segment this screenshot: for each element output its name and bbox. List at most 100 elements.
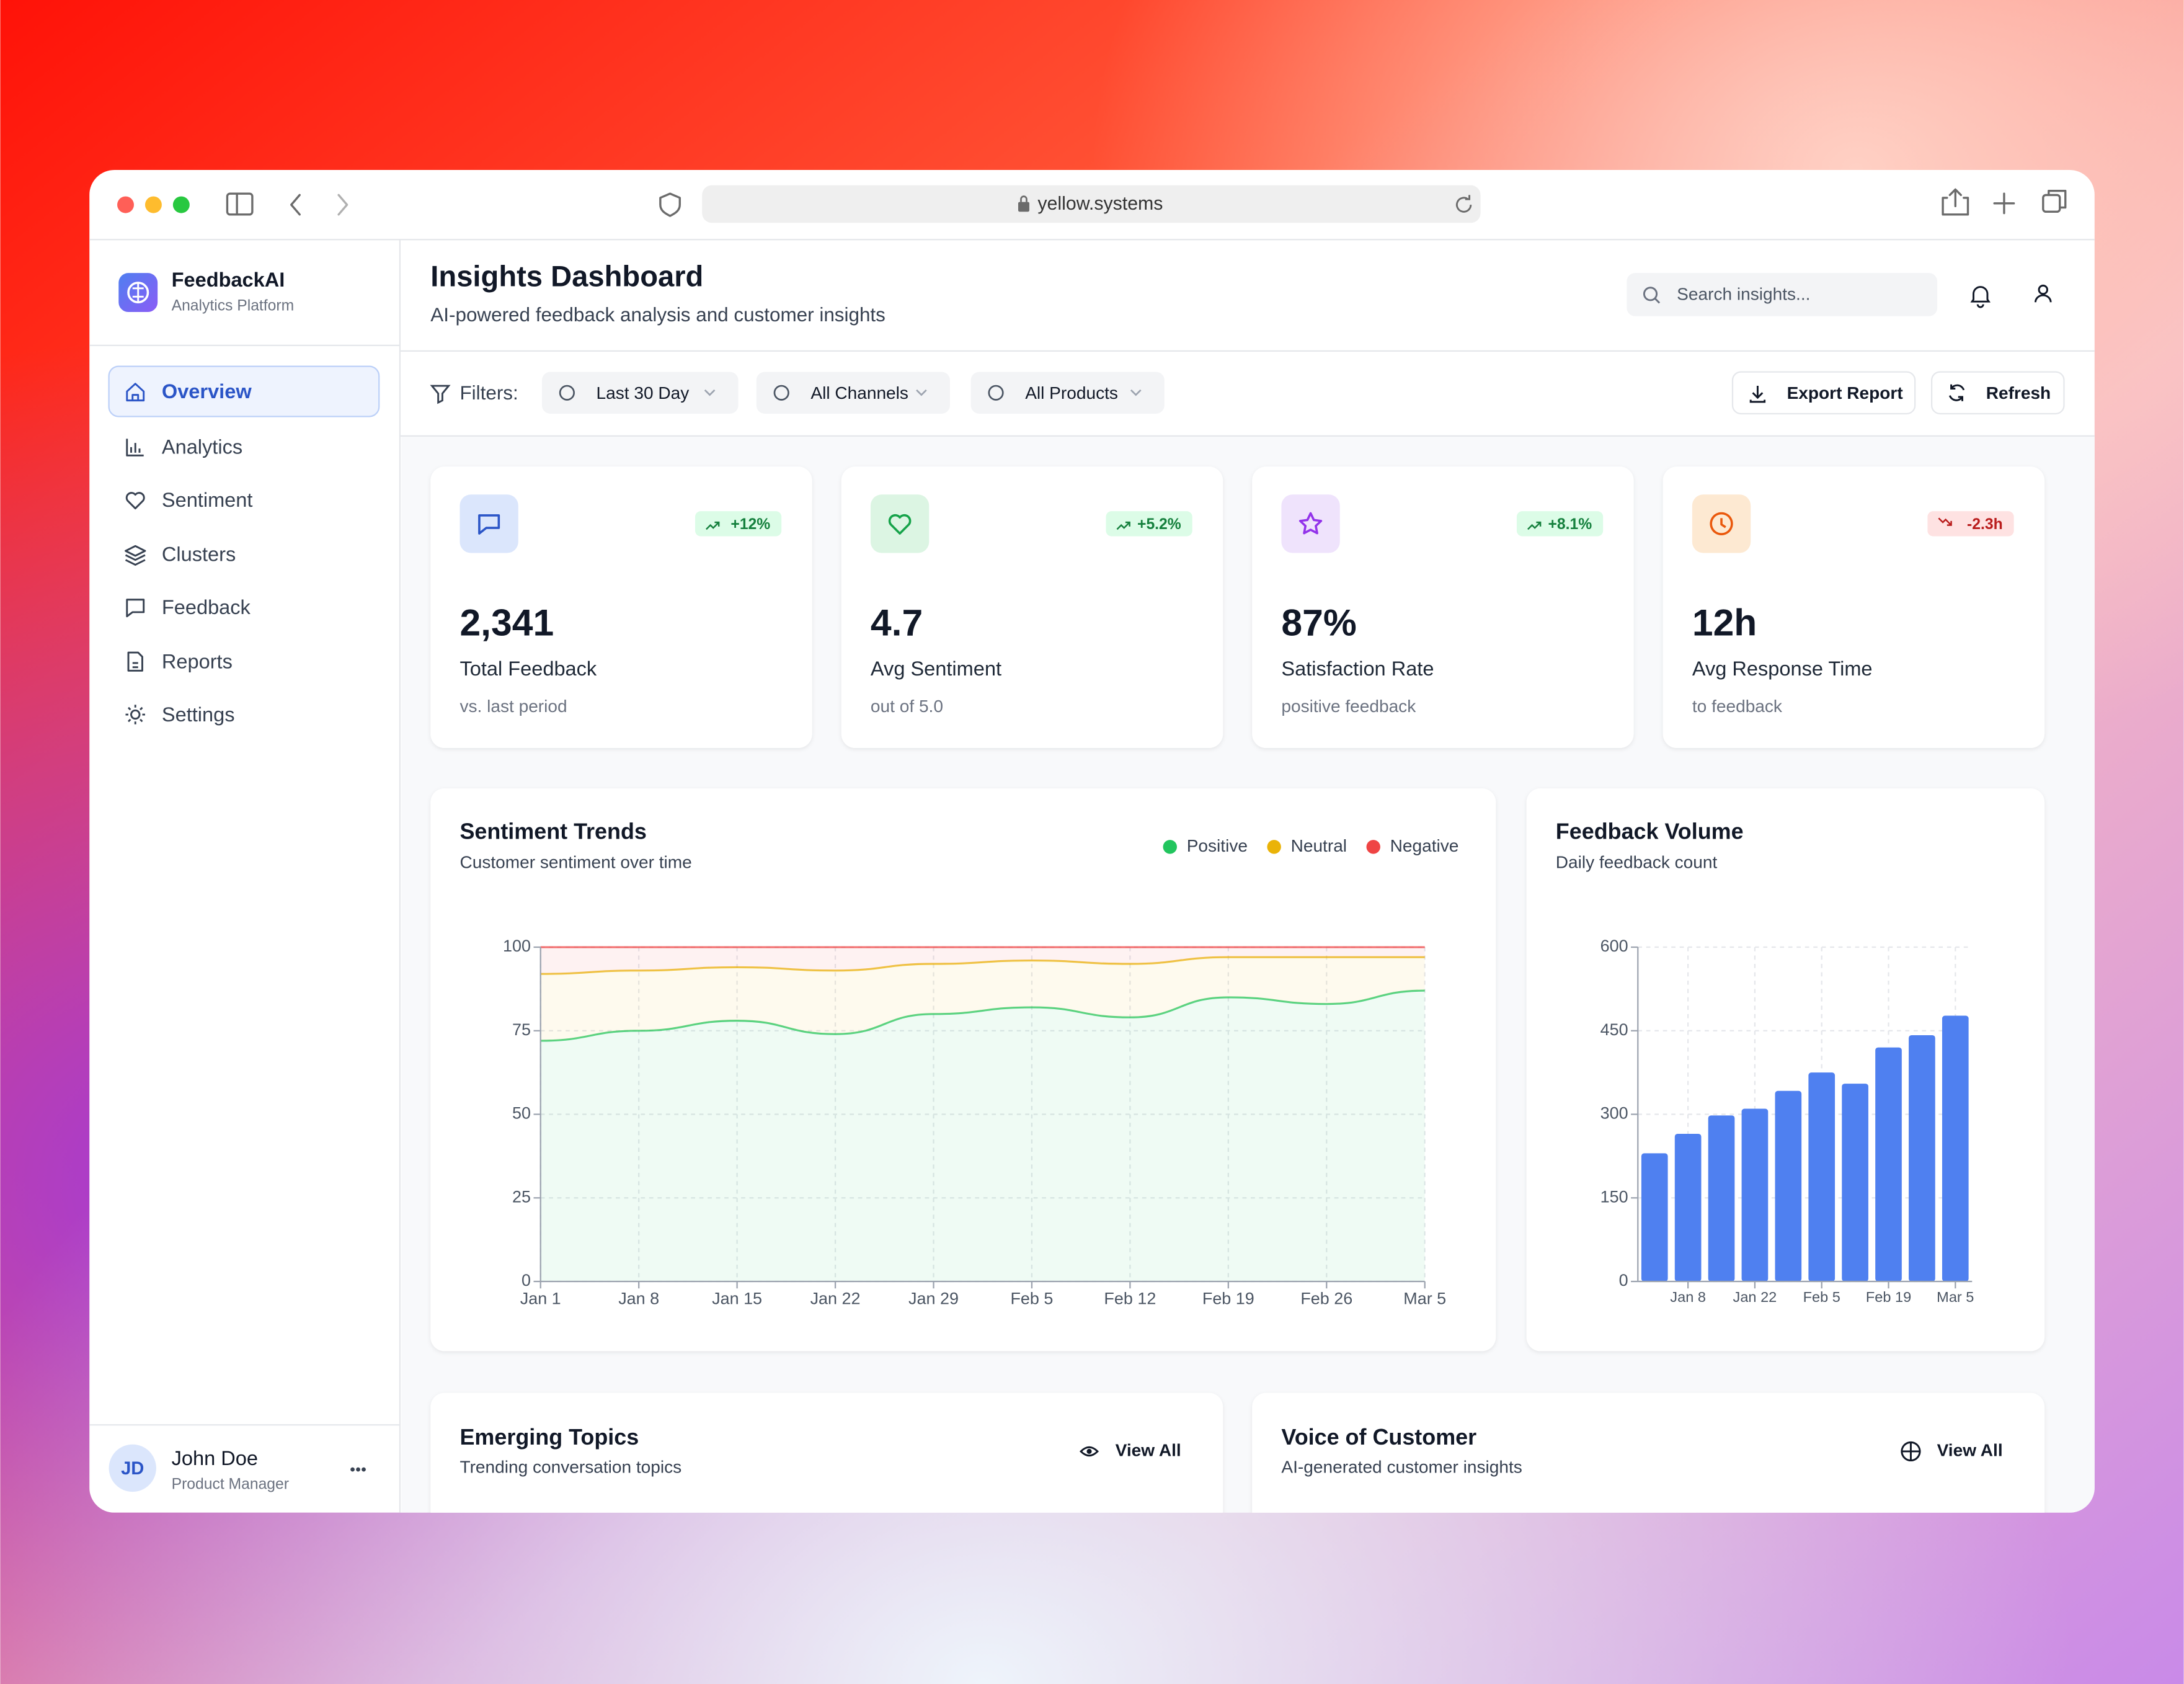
action-icon xyxy=(1079,1446,1099,1457)
stat-icon-bg xyxy=(459,494,518,553)
panel-subtitle: AI-generated customer insights xyxy=(1281,1457,1522,1476)
stat-icon-bg xyxy=(870,494,930,553)
notifications-button[interactable] xyxy=(1970,286,1991,308)
sidebar-toggle[interactable] xyxy=(226,192,254,216)
x-tick-label: Jan 8 xyxy=(618,1289,659,1308)
zoom-button[interactable] xyxy=(172,196,190,213)
line xyxy=(540,989,1425,1042)
action-label: Refresh xyxy=(1986,383,2051,403)
filters: Last 30 Day All Channels All Products Expor… xyxy=(541,371,2065,415)
stat-label: Avg Response Time xyxy=(1692,657,1873,680)
chart-subtitle: Daily feedback count xyxy=(1556,853,1718,872)
brand-name: FeedbackAI xyxy=(172,269,285,291)
bar xyxy=(1842,1084,1868,1282)
trend-arrow xyxy=(1527,521,1542,530)
change-badge xyxy=(1927,511,2014,537)
volume-chart: 0 150 300 450 600 Jan 8 Jan 22 Feb 5 Feb 19 Mar 5 xyxy=(1600,937,1974,1305)
reload-button[interactable] xyxy=(1455,195,1472,213)
nav-item[interactable]: Reports xyxy=(162,651,233,673)
action-button[interactable] xyxy=(1731,371,1916,415)
x-tick-label: Feb 5 xyxy=(1010,1289,1053,1308)
nav-item-active-bg[interactable] xyxy=(108,365,380,417)
x-tick-label: Feb 5 xyxy=(1803,1289,1840,1305)
nav-item[interactable]: Feedback xyxy=(162,596,251,618)
privacy-icon[interactable] xyxy=(659,192,681,217)
avatar[interactable] xyxy=(109,1444,156,1492)
browser-window: yellow.systems FeedbackAI Analytics Plat… xyxy=(89,169,2095,1513)
panel-title: Voice of Customer xyxy=(1281,1424,1476,1450)
x-tick-label: Feb 26 xyxy=(1300,1289,1352,1308)
x-tick-label: Jan 1 xyxy=(520,1289,561,1308)
sidebar-nav: Overview Analytics Sentiment Clusters Feedba… xyxy=(108,365,380,726)
y-tick-label: 100 xyxy=(503,937,531,955)
area xyxy=(540,947,1425,974)
x-tick-label: Feb 19 xyxy=(1202,1289,1254,1308)
bar xyxy=(1875,1047,1902,1282)
user-menu[interactable] xyxy=(350,1467,366,1472)
filter-value: All Products xyxy=(1025,383,1118,403)
url: yellow.systems xyxy=(1037,194,1163,214)
stat-note: positive feedback xyxy=(1281,697,1416,716)
bar xyxy=(1808,1072,1836,1282)
nav-item[interactable]: Sentiment xyxy=(162,489,253,511)
bar xyxy=(1641,1153,1668,1282)
filter-value: All Channels xyxy=(810,383,908,403)
stat-icon xyxy=(888,514,912,535)
y-tick-label: 600 xyxy=(1600,937,1628,955)
tabs-button[interactable] xyxy=(2042,194,2061,213)
legend-swatch xyxy=(1267,840,1281,854)
forward-button[interactable] xyxy=(337,194,348,216)
stat-card xyxy=(430,466,812,748)
new-tab-button[interactable] xyxy=(1993,192,2015,215)
nav-item[interactable]: Settings xyxy=(162,703,235,726)
stat-label: Total Feedback xyxy=(459,657,597,680)
user-role: Product Manager xyxy=(172,1476,289,1492)
action-icon xyxy=(1901,1441,1921,1461)
back-button[interactable] xyxy=(290,194,301,216)
y-tick-label: 25 xyxy=(512,1187,531,1206)
bar xyxy=(1708,1115,1735,1282)
y-tick-label: 300 xyxy=(1600,1104,1628,1123)
action-icon xyxy=(1749,386,1766,403)
filter-value: Last 30 Day xyxy=(597,383,690,403)
action-label: Export Report xyxy=(1787,383,1903,403)
sentiment-chart: 0 25 50 75 100 Jan 1 Jan 8 Jan 15 Jan 22 Jan 29 Fe… xyxy=(503,836,1458,1308)
search-box[interactable] xyxy=(1627,273,1938,316)
action-button[interactable] xyxy=(1931,371,2065,415)
address-bar[interactable] xyxy=(702,185,1481,223)
stat-value: 12h xyxy=(1692,601,1757,643)
bar xyxy=(1909,1035,1935,1282)
filter-dropdown[interactable] xyxy=(541,372,739,414)
nav-item[interactable]: Analytics xyxy=(162,436,242,458)
stat-value: 4.7 xyxy=(871,601,923,643)
share-button[interactable] xyxy=(1942,188,1969,216)
stat-value: 2,341 xyxy=(459,601,554,643)
legend-label: Positive xyxy=(1187,836,1248,855)
view-all[interactable]: View All xyxy=(1937,1440,2003,1459)
close-button[interactable] xyxy=(117,196,134,213)
filter-dropdown[interactable] xyxy=(970,372,1165,414)
nav-icon xyxy=(126,599,145,618)
nav-icon xyxy=(126,383,145,402)
nav-item[interactable]: Overview xyxy=(162,380,252,403)
legend-label: Negative xyxy=(1390,836,1459,855)
legend-swatch xyxy=(1366,840,1380,854)
view-all[interactable]: View All xyxy=(1116,1440,1181,1459)
filter-icon xyxy=(430,385,451,404)
chart-subtitle: Customer sentiment over time xyxy=(459,853,691,872)
bar xyxy=(1741,1108,1769,1282)
action-icon-dot xyxy=(1086,1448,1092,1455)
nav-icon xyxy=(125,545,146,566)
x-tick-label: Mar 5 xyxy=(1403,1289,1446,1308)
minimize-button[interactable] xyxy=(144,196,162,213)
filter-dropdown[interactable] xyxy=(756,372,950,414)
trend-arrow xyxy=(1116,521,1130,530)
stat-card xyxy=(841,466,1223,748)
nav-item[interactable]: Clusters xyxy=(162,543,236,566)
account-button[interactable] xyxy=(2038,284,2048,295)
change-value: +8.1% xyxy=(1548,516,1592,533)
chevron xyxy=(1130,389,1142,396)
area xyxy=(540,957,1425,1041)
nav-icon xyxy=(127,651,143,672)
